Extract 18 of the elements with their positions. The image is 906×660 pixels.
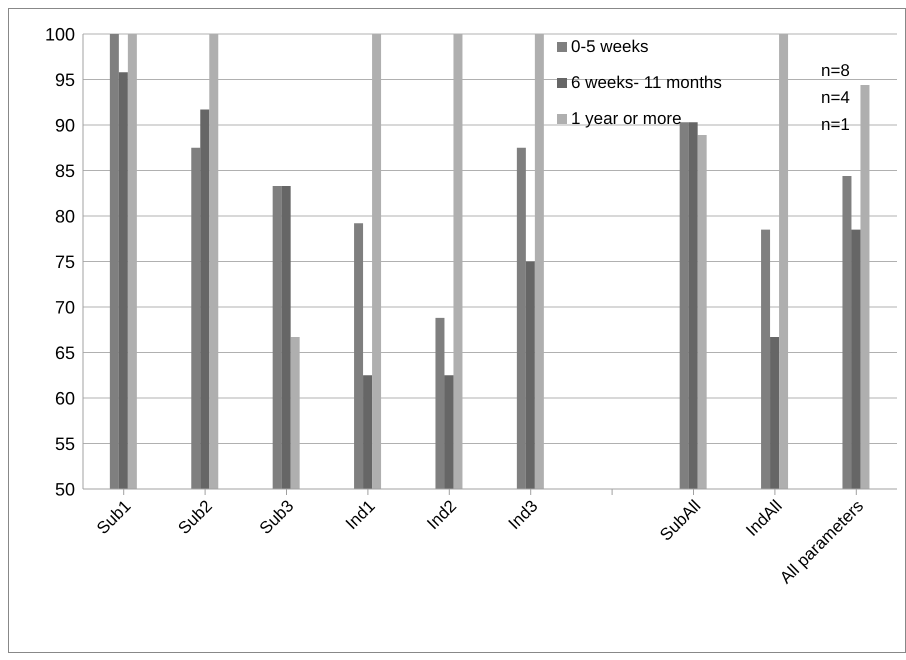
x-tick-label: Ind1: [342, 496, 379, 534]
y-tick-label: 65: [54, 342, 75, 363]
annotation: n=8: [821, 60, 850, 82]
legend-label: 0-5 weeks: [571, 37, 648, 57]
y-tick-label: 85: [54, 160, 75, 181]
y-tick-label: 55: [54, 434, 75, 454]
annotation: n=1: [821, 114, 850, 136]
y-tick-label: 95: [54, 70, 75, 90]
y-tick-label: 90: [54, 115, 75, 136]
legend-label: 1 year or more: [571, 109, 682, 129]
legend-label: 6 weeks- 11 months: [571, 73, 722, 93]
y-tick-label: 75: [54, 252, 75, 272]
y-tick-label: 80: [54, 206, 75, 226]
y-tick-label: 60: [54, 388, 75, 408]
y-tick-label: 50: [54, 479, 75, 500]
annotation: n=4: [821, 87, 850, 109]
y-tick-label: 100: [44, 24, 75, 44]
y-tick-label: 70: [54, 297, 75, 318]
